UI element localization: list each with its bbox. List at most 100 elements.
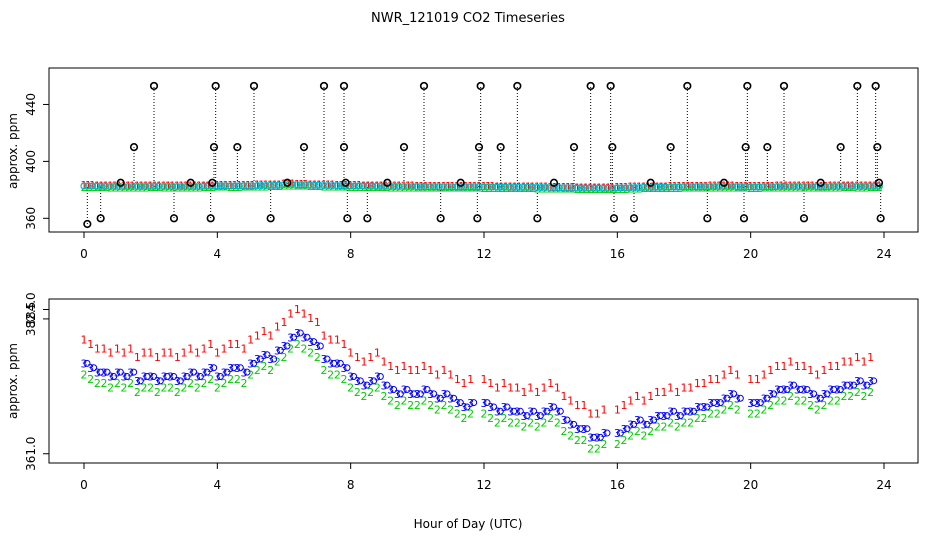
bottom-series-1-point: 1 xyxy=(481,373,488,386)
top-series-4-point xyxy=(627,184,635,192)
top-outlier-point xyxy=(874,178,884,187)
top-series-1-point: 1 xyxy=(592,181,599,194)
top-outlier-point xyxy=(283,178,292,187)
top-series-2-point: 2 xyxy=(849,181,856,194)
top-series-2-point: 2 xyxy=(707,181,714,194)
bottom-series-2-point: 2 xyxy=(194,382,201,395)
top-series-2-point: 2 xyxy=(534,182,541,195)
bottom-series-3b-point xyxy=(496,407,504,415)
top-series-2-point: 2 xyxy=(694,182,701,195)
top-series-4-point xyxy=(729,183,737,191)
top-series-1-point: 1 xyxy=(574,181,581,194)
bottom-series-3b-point xyxy=(450,394,458,402)
bottom-series-2-point: 2 xyxy=(574,434,581,447)
top-series-2-point: 2 xyxy=(183,181,190,194)
bottom-series-1-point: 1 xyxy=(321,329,328,342)
top-series-2-point: 2 xyxy=(258,180,265,193)
top-series-4-point xyxy=(431,183,439,191)
bottom-series-3b-point xyxy=(676,412,684,420)
top-outlier-point xyxy=(83,219,92,229)
top-series-4-point xyxy=(835,182,843,190)
bottom-series-1-point: 1 xyxy=(621,399,628,412)
bottom-series-1-point: 1 xyxy=(254,329,261,342)
top-series-4-point xyxy=(124,183,132,191)
bottom-series-3b-point xyxy=(536,412,544,420)
bottom-series-2-point: 2 xyxy=(541,416,548,429)
bottom-series-1-point: 1 xyxy=(381,355,388,368)
top-series-1-point: 1 xyxy=(729,180,736,193)
top-series-4-point xyxy=(222,182,230,190)
top-series-1-point: 1 xyxy=(832,180,839,193)
bottom-series-3b-point xyxy=(243,368,251,376)
top-series-2-point: 2 xyxy=(178,181,185,194)
top-outlier-point xyxy=(339,81,349,91)
top-series-2-point: 2 xyxy=(618,183,625,196)
bottom-series-1-point: 1 xyxy=(221,342,228,355)
top-series-1-point: 1 xyxy=(783,180,790,193)
bottom-series-3b-point xyxy=(683,407,691,415)
top-series-2-point: 2 xyxy=(214,181,221,194)
top-series-1-point: 1 xyxy=(667,180,674,193)
bottom-series-3b-point xyxy=(203,368,211,376)
bottom-series-2-point: 2 xyxy=(794,395,801,408)
top-series-1-point: 1 xyxy=(449,180,456,193)
top-series-1-point: 1 xyxy=(636,181,643,194)
top-series-4-point xyxy=(569,184,577,192)
top-series-2-point: 2 xyxy=(685,182,692,195)
top-series-1-point: 1 xyxy=(107,180,114,193)
bottom-series-3b-point xyxy=(410,390,418,398)
bottom-series-3b-point xyxy=(256,355,264,363)
top-series-1-point: 1 xyxy=(329,179,336,192)
top-series-4-point xyxy=(875,182,883,190)
top-series-1-point: 1 xyxy=(583,181,590,194)
top-series-2-point: 2 xyxy=(876,181,883,194)
top-series-4-point xyxy=(391,182,399,190)
top-series-2-point: 2 xyxy=(778,181,785,194)
top-data-marks: 1111111111111111111111111111111111111111… xyxy=(80,81,885,229)
top-series-1-point: 1 xyxy=(498,180,505,193)
bottom-series-1-point: 1 xyxy=(567,395,574,408)
top-series-4-point xyxy=(333,182,341,190)
top-y-axis: 360 400 440 xyxy=(24,93,50,230)
top-outlier-point xyxy=(703,214,712,223)
top-series-1-point: 1 xyxy=(347,179,354,192)
top-series-1-point: 1 xyxy=(658,180,665,193)
bottom-series-1-point: 1 xyxy=(447,368,454,381)
bottom-series-1-point: 1 xyxy=(434,368,441,381)
top-series-4-point xyxy=(564,184,572,192)
bottom-y-tick-label: 382.5 xyxy=(24,302,38,336)
top-series-4-point xyxy=(844,182,852,190)
bottom-series-1-point: 1 xyxy=(94,342,101,355)
bottom-series-2-point: 2 xyxy=(761,403,768,416)
top-series-1-point: 1 xyxy=(125,180,132,193)
top-series-2-point: 2 xyxy=(547,183,554,196)
top-series-1-point: 1 xyxy=(294,178,301,191)
bottom-series-1-point: 1 xyxy=(361,355,368,368)
top-series-4-point xyxy=(502,183,510,191)
top-series-2-point: 2 xyxy=(374,181,381,194)
bottom-series-1-point: 1 xyxy=(714,373,721,386)
bottom-series-2-point: 2 xyxy=(621,434,628,447)
top-series-1-point: 1 xyxy=(596,181,603,194)
top-series-1-point: 1 xyxy=(89,179,96,192)
top-series-1-point: 1 xyxy=(405,180,412,193)
top-series-2-point: 2 xyxy=(676,182,683,195)
bottom-series-2-point: 2 xyxy=(367,386,374,399)
bottom-series-2-point: 2 xyxy=(601,438,608,451)
top-series-1-point: 1 xyxy=(165,180,172,193)
top-series-4-point xyxy=(600,184,608,192)
top-series-4-point xyxy=(560,184,568,192)
top-x-axis: 0 4 8 12 16 20 24 xyxy=(80,231,892,261)
top-outlier-point xyxy=(741,143,750,152)
bottom-series-1-point: 1 xyxy=(787,355,794,368)
bottom-series-1-point: 1 xyxy=(267,329,274,342)
bottom-series-1-point: 1 xyxy=(554,382,561,395)
bottom-series-3b-point xyxy=(516,407,524,415)
bottom-series-3b-point xyxy=(650,416,658,424)
top-series-1-point: 1 xyxy=(418,180,425,193)
top-series-4-point xyxy=(840,182,848,190)
top-series-1-point: 1 xyxy=(623,181,630,194)
top-series-2-point: 2 xyxy=(818,182,825,195)
bottom-series-2-point: 2 xyxy=(461,412,468,425)
top-series-4-point xyxy=(311,181,319,189)
